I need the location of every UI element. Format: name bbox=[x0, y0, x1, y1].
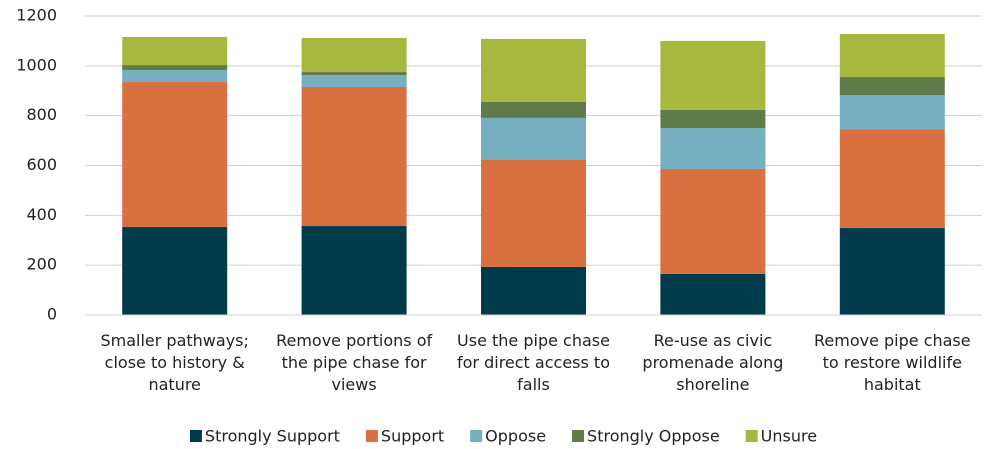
bar-segment bbox=[839, 129, 945, 229]
legend-label: Unsure bbox=[761, 427, 817, 446]
legend-swatch bbox=[470, 430, 483, 442]
legend-swatch bbox=[365, 430, 378, 442]
bar-segment bbox=[301, 37, 407, 73]
x-tick-label: Smaller pathways; close to history & natur… bbox=[100, 331, 248, 394]
y-tick-label: 1200 bbox=[16, 6, 57, 25]
bar-segment bbox=[481, 117, 586, 161]
legend-label: Oppose bbox=[485, 427, 546, 446]
y-tick-label: 600 bbox=[26, 155, 57, 174]
bar-segment bbox=[481, 266, 586, 315]
x-tick-label: Use the pipe chase for direct access to fa… bbox=[457, 331, 610, 394]
bar-segment bbox=[301, 226, 407, 315]
bar-segment bbox=[301, 75, 407, 88]
bar-segment bbox=[660, 273, 766, 315]
x-tick-label: Re-use as civic promenade along shoreline bbox=[642, 331, 783, 394]
x-tick-label: Remove pipe chase to restore wildlife habi… bbox=[814, 331, 971, 394]
bar-segment bbox=[839, 94, 945, 130]
bar-segment bbox=[481, 38, 586, 102]
legend-label: Strongly Oppose bbox=[587, 427, 720, 446]
bar-segment bbox=[301, 87, 407, 227]
legend-swatch bbox=[572, 430, 585, 442]
bar-segment bbox=[660, 128, 766, 169]
bar-segment bbox=[481, 160, 586, 267]
bar-segment bbox=[122, 65, 228, 71]
bar-segment bbox=[839, 33, 945, 78]
y-tick-label: 400 bbox=[26, 205, 57, 224]
y-tick-label: 200 bbox=[26, 255, 57, 274]
y-tick-label: 0 bbox=[47, 305, 57, 324]
bar-segment bbox=[839, 77, 945, 95]
legend-label: Support bbox=[381, 427, 444, 446]
x-tick-label: Remove portions of the pipe chase for view… bbox=[276, 331, 432, 394]
y-tick-label: 1000 bbox=[16, 55, 57, 74]
legend-swatch bbox=[745, 430, 758, 442]
bar-segment bbox=[301, 72, 407, 76]
bar-segment bbox=[122, 227, 228, 315]
legend-label: Strongly Support bbox=[205, 427, 340, 446]
bar-segment bbox=[122, 82, 228, 228]
bar-segment bbox=[839, 228, 945, 315]
bar-segment bbox=[122, 70, 228, 83]
bar-segment bbox=[481, 101, 586, 118]
bar-segment bbox=[660, 168, 766, 274]
bar-segment bbox=[660, 40, 766, 110]
legend: Strongly Support Support Oppose Strongly Op… bbox=[189, 427, 817, 446]
bar-segment bbox=[122, 36, 228, 66]
legend-swatch bbox=[189, 430, 202, 442]
y-tick-label: 800 bbox=[26, 105, 57, 124]
bar-segment bbox=[660, 109, 766, 129]
